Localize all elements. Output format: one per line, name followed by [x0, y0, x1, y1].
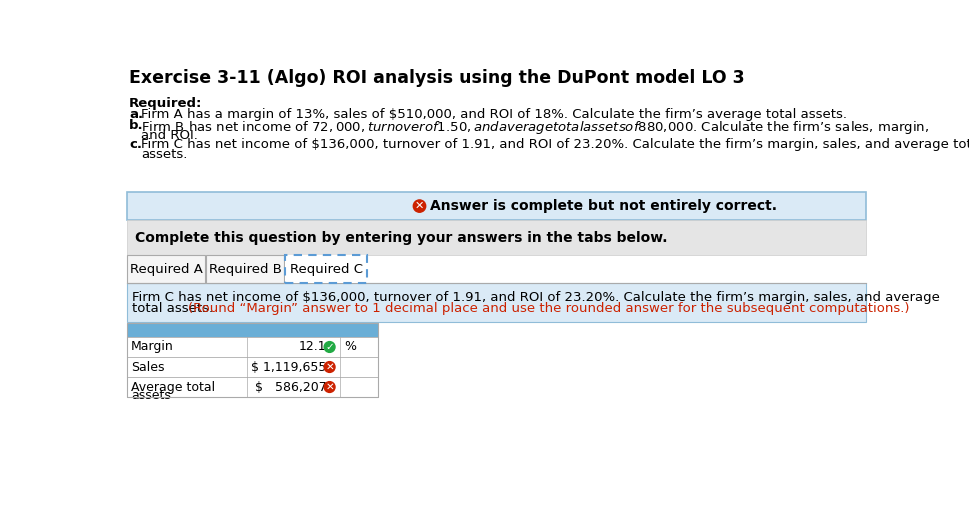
Text: ✓: ✓	[326, 342, 334, 352]
Text: $ 1,119,655: $ 1,119,655	[251, 360, 327, 374]
Text: Firm A has a margin of 13%, sales of $510,000, and ROI of 18%. Calculate the fir: Firm A has a margin of 13%, sales of $51…	[141, 107, 847, 121]
Text: Required A: Required A	[130, 263, 203, 276]
Circle shape	[325, 362, 335, 373]
Text: $   586,207: $ 586,207	[255, 381, 327, 393]
Bar	[127, 256, 204, 283]
Bar	[127, 323, 378, 337]
Text: a.: a.	[129, 107, 143, 121]
Bar	[206, 256, 284, 283]
Text: 12.1: 12.1	[298, 340, 327, 354]
Bar	[127, 357, 378, 377]
Circle shape	[325, 382, 335, 392]
Text: %: %	[344, 340, 357, 354]
Bar	[127, 377, 378, 397]
Text: c.: c.	[129, 138, 141, 151]
Text: Required B: Required B	[208, 263, 282, 276]
Bar	[127, 220, 866, 256]
Text: ✕: ✕	[326, 382, 334, 392]
Text: ✕: ✕	[326, 362, 334, 372]
Circle shape	[325, 341, 335, 353]
Text: ✕: ✕	[415, 201, 424, 211]
Text: Complete this question by entering your answers in the tabs below.: Complete this question by entering your …	[135, 230, 668, 245]
Circle shape	[414, 200, 425, 212]
Bar	[127, 323, 378, 397]
Text: Firm C has net income of $136,000, turnover of 1.91, and ROI of 23.20%. Calculat: Firm C has net income of $136,000, turno…	[141, 138, 969, 151]
Text: Required C: Required C	[290, 263, 362, 276]
Bar	[286, 256, 367, 283]
Text: total assets.: total assets.	[132, 301, 217, 315]
Text: Required:: Required:	[129, 97, 203, 110]
Text: Firm B has net income of $72,000, turnover of 1.50, and average total assets of : Firm B has net income of $72,000, turnov…	[141, 119, 929, 136]
Text: Exercise 3-11 (Algo) ROI analysis using the DuPont model LO 3: Exercise 3-11 (Algo) ROI analysis using …	[129, 69, 744, 87]
Text: (Round “Margin” answer to 1 decimal place and use the rounded answer for the sub: (Round “Margin” answer to 1 decimal plac…	[188, 301, 909, 315]
Text: b.: b.	[129, 119, 143, 132]
Text: and ROI.: and ROI.	[141, 129, 198, 142]
Text: Sales: Sales	[131, 360, 165, 374]
Text: Margin: Margin	[131, 340, 174, 354]
Text: Answer is complete but not entirely correct.: Answer is complete but not entirely corr…	[430, 199, 777, 213]
Text: assets: assets	[131, 388, 172, 402]
Text: Average total: Average total	[131, 381, 215, 394]
Bar	[127, 337, 378, 357]
Text: Firm C has net income of $136,000, turnover of 1.91, and ROI of 23.20%. Calculat: Firm C has net income of $136,000, turno…	[132, 291, 940, 304]
Bar	[127, 283, 866, 321]
Text: assets.: assets.	[141, 148, 188, 161]
Bar	[127, 192, 866, 220]
